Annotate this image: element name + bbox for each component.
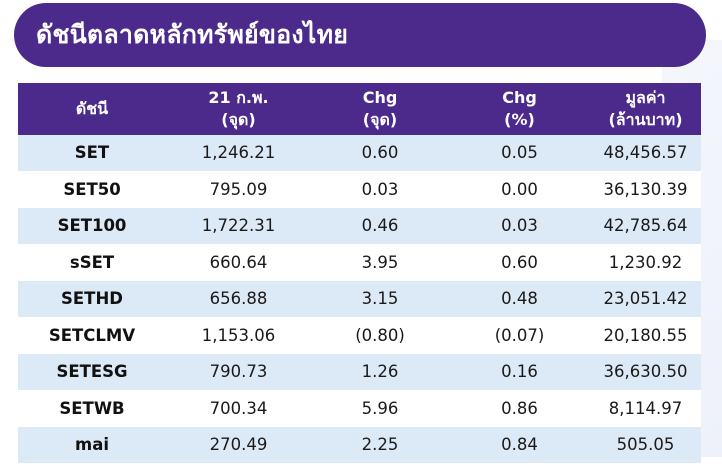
index-chg-pts: 5.96 xyxy=(311,390,449,427)
index-turnover: 8,114.97 xyxy=(590,390,701,427)
index-turnover: 505.05 xyxy=(590,426,701,464)
index-turnover: 23,051.42 xyxy=(590,280,701,318)
index-value: 1,153.06 xyxy=(166,317,311,354)
header-chg-pct-unit: (%) xyxy=(504,110,535,129)
table-row: SETWB 700.34 5.96 0.86 8,114.97 xyxy=(18,390,701,427)
index-chg-pct: 0.05 xyxy=(449,135,590,172)
header-chg-pts-unit: (จุด) xyxy=(362,110,398,129)
index-name: SETHD xyxy=(18,280,166,318)
index-chg-pct: 0.00 xyxy=(449,171,590,208)
index-turnover: 42,785.64 xyxy=(590,207,701,245)
header-turnover-label: มูลค่า xyxy=(625,88,666,107)
index-name: sSET xyxy=(18,244,166,281)
header-close-label: 21 ก.พ. xyxy=(208,88,269,107)
header-chg-pct: Chg (%) xyxy=(449,83,590,135)
index-turnover: 1,230.92 xyxy=(590,244,701,281)
index-value: 660.64 xyxy=(166,244,311,281)
header-turnover: มูลค่า (ล้านบาท) xyxy=(590,83,701,135)
index-name: mai xyxy=(18,426,166,464)
table-row: SETHD 656.88 3.15 0.48 23,051.42 xyxy=(18,280,701,318)
index-name: SET xyxy=(18,135,166,172)
header-index: ดัชนี xyxy=(18,83,166,135)
header-close-unit: (จุด) xyxy=(221,110,256,129)
index-value: 656.88 xyxy=(166,280,311,318)
index-value: 1,722.31 xyxy=(166,207,311,245)
index-chg-pts: 0.46 xyxy=(311,207,449,245)
table-row: SET100 1,722.31 0.46 0.03 42,785.64 xyxy=(18,207,701,245)
index-value: 1,246.21 xyxy=(166,135,311,172)
index-table-container: ดัชนี 21 ก.พ. (จุด) Chg (จุด) Chg (%) มู… xyxy=(18,83,701,464)
table-header: ดัชนี 21 ก.พ. (จุด) Chg (จุด) Chg (%) มู… xyxy=(18,83,701,135)
index-value: 700.34 xyxy=(166,390,311,427)
index-name: SETESG xyxy=(18,353,166,391)
header-close: 21 ก.พ. (จุด) xyxy=(166,83,311,135)
index-turnover: 36,130.39 xyxy=(590,171,701,208)
table-row: SET50 795.09 0.03 0.00 36,130.39 xyxy=(18,171,701,208)
index-turnover: 20,180.55 xyxy=(590,317,701,354)
index-chg-pct: 0.48 xyxy=(449,280,590,318)
index-chg-pts: 2.25 xyxy=(311,426,449,464)
table-body: SET 1,246.21 0.60 0.05 48,456.57 SET50 7… xyxy=(18,135,701,464)
index-chg-pct: 0.03 xyxy=(449,207,590,245)
index-turnover: 36,630.50 xyxy=(590,353,701,391)
table-row: sSET 660.64 3.95 0.60 1,230.92 xyxy=(18,244,701,281)
index-chg-pct: 0.16 xyxy=(449,353,590,391)
header-chg-pct-label: Chg xyxy=(502,88,537,107)
header-index-label: ดัชนี xyxy=(75,99,109,118)
header-chg-pts-label: Chg xyxy=(362,88,398,107)
index-name: SETCLMV xyxy=(18,317,166,354)
index-chg-pct: 0.86 xyxy=(449,390,590,427)
page-title: ดัชนีตลาดหลักทรัพย์ของไทย xyxy=(36,20,349,49)
index-chg-pts: 1.26 xyxy=(311,353,449,391)
index-value: 795.09 xyxy=(166,171,311,208)
index-name: SET50 xyxy=(18,171,166,208)
header-turnover-unit: (ล้านบาท) xyxy=(608,110,683,129)
index-value: 790.73 xyxy=(166,353,311,391)
table-row: SET 1,246.21 0.60 0.05 48,456.57 xyxy=(18,135,701,172)
index-chg-pts: 3.95 xyxy=(311,244,449,281)
index-chg-pts: 0.03 xyxy=(311,171,449,208)
table-row: SETCLMV 1,153.06 (0.80) (0.07) 20,180.55 xyxy=(18,317,701,354)
index-table: ดัชนี 21 ก.พ. (จุด) Chg (จุด) Chg (%) มู… xyxy=(18,83,701,464)
index-chg-pts: 3.15 xyxy=(311,280,449,318)
table-row: mai 270.49 2.25 0.84 505.05 xyxy=(18,426,701,464)
header-chg-pts: Chg (จุด) xyxy=(311,83,449,135)
table-row: SETESG 790.73 1.26 0.16 36,630.50 xyxy=(18,353,701,391)
index-chg-pct: (0.07) xyxy=(449,317,590,354)
index-name: SETWB xyxy=(18,390,166,427)
index-turnover: 48,456.57 xyxy=(590,135,701,172)
index-chg-pts: (0.80) xyxy=(311,317,449,354)
title-banner: ดัชนีตลาดหลักทรัพย์ของไทย xyxy=(14,3,706,67)
index-chg-pct: 0.60 xyxy=(449,244,590,281)
index-name: SET100 xyxy=(18,207,166,245)
index-chg-pct: 0.84 xyxy=(449,426,590,464)
index-value: 270.49 xyxy=(166,426,311,464)
index-chg-pts: 0.60 xyxy=(311,135,449,172)
header-row: ดัชนี 21 ก.พ. (จุด) Chg (จุด) Chg (%) มู… xyxy=(18,83,701,135)
